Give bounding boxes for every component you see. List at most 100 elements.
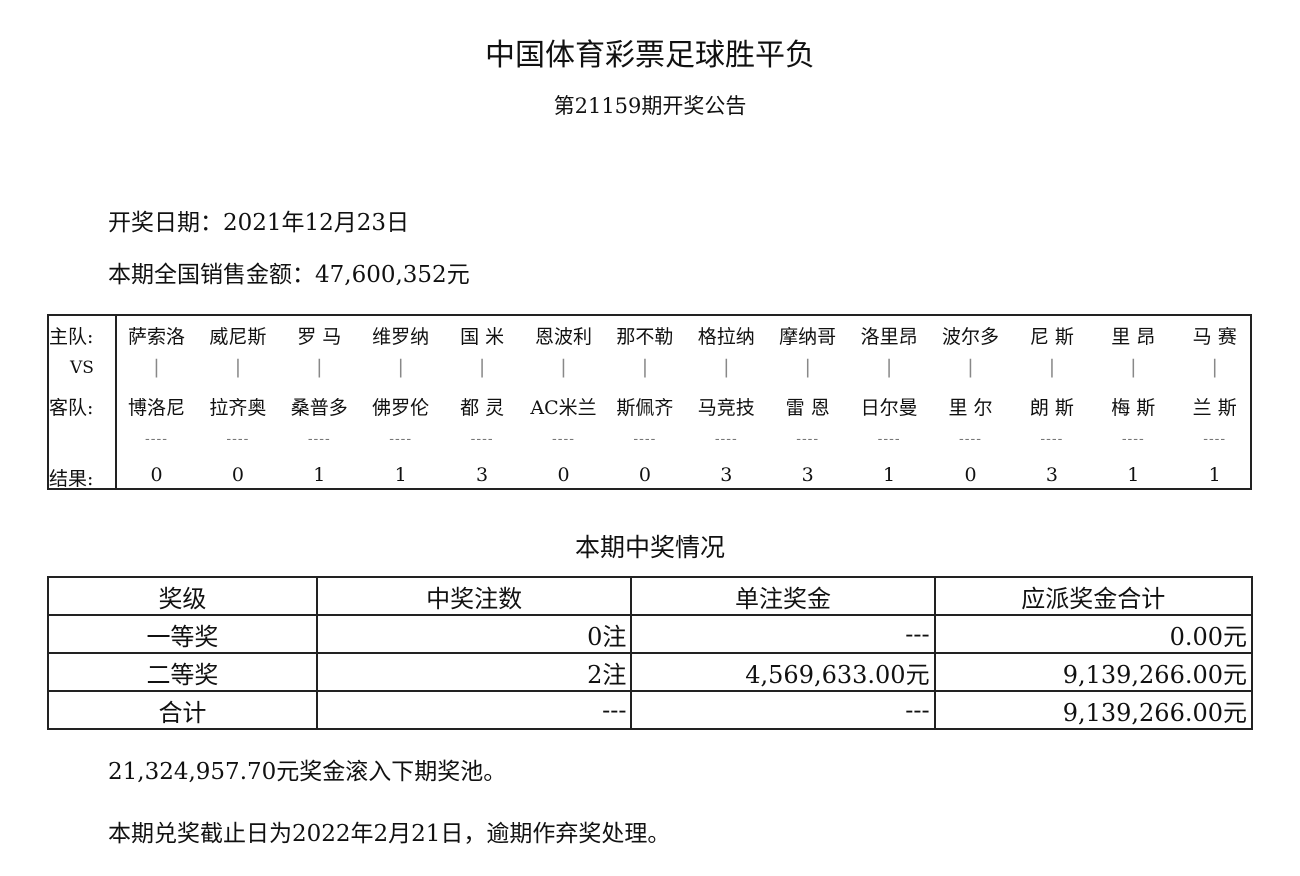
dash-separator: ----	[1040, 431, 1064, 447]
home-team: 国 米	[460, 326, 505, 348]
home-team: 恩波利	[534, 326, 592, 348]
match-column: 洛里昂 | 日尔曼 ---- 1	[849, 316, 930, 488]
match-result: 1	[313, 464, 326, 486]
match-result: 0	[557, 464, 570, 486]
home-team: 洛里昂	[860, 326, 918, 348]
table-cell: ---	[315, 690, 633, 730]
rollover-note: 21,324,957.70元奖金滚入下期奖池。	[108, 759, 507, 785]
deadline-note: 本期兑奖截止日为2022年2月21日，逾期作弃奖处理。	[108, 821, 671, 847]
match-column: 国 米 | 都 灵 ---- 3	[442, 316, 523, 488]
away-team: 都 灵	[460, 397, 505, 419]
home-team: 维罗纳	[372, 326, 430, 348]
prize-table: 奖级 中奖注数 单注奖金 应派奖金合计 一等奖 0注 --- 0.00元 二等奖 2注 4,569…	[47, 576, 1254, 730]
table-cell: 一等奖	[47, 614, 318, 654]
match-column: 那不勒 | 斯佩齐 ---- 0	[604, 316, 685, 488]
table-cell: 0.00元	[933, 614, 1254, 654]
row-labels: 主队: VS 客队: 结果:	[49, 316, 117, 490]
vs-separator: |	[967, 356, 974, 378]
away-team: AC米兰	[530, 397, 597, 419]
match-result: 0	[150, 464, 163, 486]
table-row: 一等奖 0注 --- 0.00元	[47, 614, 1254, 654]
match-column: 萨索洛 | 博洛尼 ---- 0	[116, 316, 197, 488]
match-column: 恩波利 | AC米兰 ---- 0	[523, 316, 604, 488]
result-label: 结果:	[49, 468, 94, 490]
vs-separator: |	[153, 356, 160, 378]
match-result: 3	[1045, 464, 1058, 486]
match-column: 里 昂 | 梅 斯 ---- 1	[1093, 316, 1174, 488]
table-cell: 4,569,633.00元	[630, 652, 936, 692]
dash-separator: ----	[470, 431, 494, 447]
match-result: 3	[801, 464, 814, 486]
dash-separator: ----	[307, 431, 331, 447]
home-team: 波尔多	[941, 326, 999, 348]
column-header: 奖级	[47, 576, 318, 616]
vs-separator: |	[397, 356, 404, 378]
home-team: 里 昂	[1111, 326, 1156, 348]
match-result: 3	[720, 464, 733, 486]
home-team: 罗 马	[297, 326, 342, 348]
home-team: 那不勒	[616, 326, 674, 348]
vs-separator: |	[1211, 356, 1218, 378]
match-result: 0	[964, 464, 977, 486]
vs-separator: |	[316, 356, 323, 378]
match-column: 维罗纳 | 佛罗伦 ---- 1	[360, 316, 441, 488]
column-header: 单注奖金	[630, 576, 936, 616]
match-column: 波尔多 | 里 尔 ---- 0	[930, 316, 1011, 488]
away-team: 拉齐奥	[209, 397, 267, 419]
dash-separator: ----	[1203, 431, 1227, 447]
match-column: 马 赛 | 兰 斯 ---- 1	[1174, 316, 1255, 488]
match-column: 威尼斯 | 拉齐奥 ---- 0	[197, 316, 278, 488]
away-team: 兰 斯	[1192, 397, 1237, 419]
column-header: 中奖注数	[315, 576, 633, 616]
vs-separator: |	[1130, 356, 1137, 378]
table-cell: ---	[630, 690, 936, 730]
vs-separator: |	[641, 356, 649, 378]
match-result: 0	[231, 464, 244, 486]
table-cell: 0注	[315, 614, 633, 654]
home-team: 尼 斯	[1029, 326, 1074, 348]
match-result: 1	[394, 464, 407, 486]
dash-separator: ----	[1121, 431, 1145, 447]
vs-separator: |	[1048, 356, 1056, 378]
home-label: 主队:	[49, 326, 94, 348]
dash-separator: ----	[552, 431, 575, 447]
home-team: 萨索洛	[127, 326, 185, 348]
away-team: 日尔曼	[860, 397, 918, 419]
dash-separator: ----	[714, 431, 738, 447]
away-team: 里 尔	[948, 397, 993, 419]
match-result: 0	[638, 464, 651, 486]
away-team: 斯佩齐	[616, 397, 674, 419]
home-team: 摩纳哥	[779, 326, 837, 348]
away-team: 博洛尼	[127, 397, 185, 419]
dash-separator: ----	[796, 431, 820, 447]
table-cell: 二等奖	[47, 652, 318, 692]
home-team: 威尼斯	[209, 326, 267, 348]
match-result: 3	[476, 464, 489, 486]
away-team: 桑普多	[290, 397, 348, 419]
page-title: 中国体育彩票足球胜平负	[485, 38, 815, 73]
vs-separator: |	[804, 356, 811, 378]
away-team: 雷 恩	[785, 397, 830, 419]
vs-separator: |	[885, 356, 893, 378]
vs-separator: |	[234, 356, 242, 378]
table-row: 二等奖 2注 4,569,633.00元 9,139,266.00元	[47, 652, 1254, 692]
dash-separator: ----	[633, 431, 657, 447]
sales-amount: 本期全国销售金额：47,600,352元	[108, 262, 470, 288]
match-column: 摩纳哥 | 雷 恩 ---- 3	[767, 316, 848, 488]
table-cell: ---	[630, 614, 936, 654]
vs-separator: |	[478, 356, 486, 378]
table-cell: 2注	[315, 652, 633, 692]
away-team: 朗 斯	[1029, 397, 1074, 419]
draw-date: 开奖日期：2021年12月23日	[108, 210, 410, 236]
away-label: 客队:	[49, 397, 94, 419]
home-team: 马 赛	[1192, 326, 1237, 348]
table-cell: 合计	[47, 690, 318, 730]
dash-separator: ----	[145, 431, 168, 447]
table-row: 合计 --- --- 9,139,266.00元	[47, 690, 1254, 730]
match-table: 主队: VS 客队: 结果: 萨索洛 | 博洛尼 ---- 0 威尼斯 | 拉齐奥 ---- 0 罗…	[47, 314, 1252, 490]
prize-section-title: 本期中奖情况	[574, 533, 725, 562]
vs-separator: |	[723, 356, 730, 378]
page-subtitle: 第21159期开奖公告	[553, 94, 747, 118]
home-team: 格拉纳	[697, 326, 755, 348]
vs-label: VS	[70, 358, 94, 378]
